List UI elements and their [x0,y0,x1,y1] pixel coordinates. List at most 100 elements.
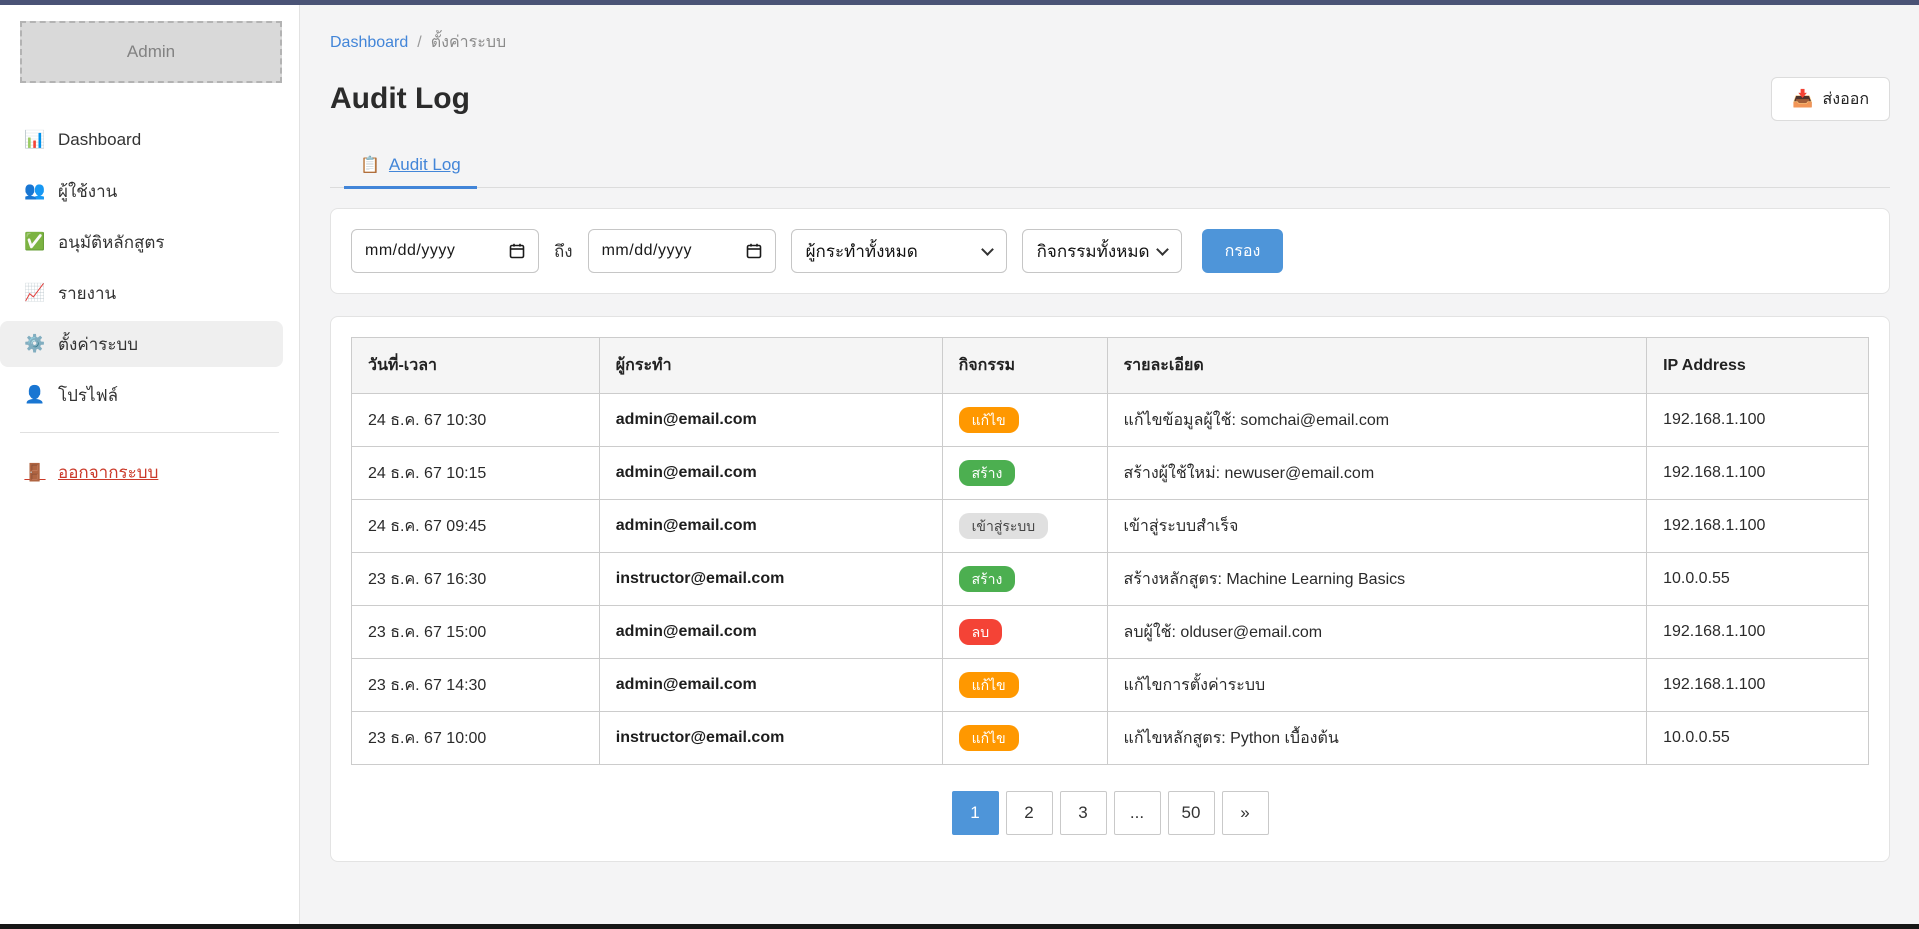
clipboard-icon: 📋 [360,157,380,174]
pagination-button-2[interactable]: 2 [1005,791,1053,835]
cell-ip: 192.168.1.100 [1646,446,1869,500]
audit-table-card: วันที่-เวลา ผู้กระทำ กิจกรรม รายละเอียด … [330,316,1890,862]
activity-badge: สร้าง [958,566,1016,592]
pagination: 1 2 3... 50» [351,791,1869,835]
cell-activity: แก้ไข [941,711,1108,765]
table-row: 24 ธ.ค. 67 09:45 admin@email.com เข้าสู่… [351,499,1869,553]
app-logo: Admin [20,21,282,83]
cell-datetime: 24 ธ.ค. 67 09:45 [351,499,600,553]
chevron-down-icon [1155,242,1169,256]
cell-datetime: 23 ธ.ค. 67 14:30 [351,658,600,712]
cell-activity: แก้ไข [941,658,1108,712]
pagination-button-3[interactable]: 3 [1059,791,1107,835]
sidebar-item-label: ผู้ใช้งาน [58,181,118,201]
cell-detail: สร้างหลักสูตร: Machine Learning Basics [1106,552,1648,606]
export-button[interactable]: 📥 ส่งออก [1771,77,1890,121]
cell-activity: สร้าง [941,552,1108,606]
date-from-placeholder: mm/dd/yyyy [365,242,456,259]
activity-filter-select[interactable]: กิจกรรมทั้งหมด [1021,229,1182,273]
audit-table: วันที่-เวลา ผู้กระทำ กิจกรรม รายละเอียด … [351,337,1869,765]
cell-actor: admin@email.com [598,658,943,712]
logout-label: ออกจากระบบ [58,463,159,482]
sidebar-divider [20,432,279,433]
cell-detail: แก้ไขการตั้งค่าระบบ [1106,658,1648,712]
sidebar-item-ผู้ใช้งาน[interactable]: 👥 ผู้ใช้งาน [0,168,283,214]
bar-chart-icon: 📊 [24,130,46,149]
pagination-button-...[interactable]: ... [1113,791,1161,835]
filter-button[interactable]: กรอง [1201,229,1284,273]
calendar-icon[interactable] [509,243,525,259]
breadcrumb: Dashboard / ตั้งค่าระบบ [330,30,1890,55]
cell-ip: 10.0.0.55 [1646,552,1869,606]
pagination-button-1[interactable]: 1 [951,791,999,835]
activity-filter-value: กิจกรรมทั้งหมด [1036,241,1150,261]
page-header: Audit Log 📥 ส่งออก [330,77,1890,121]
date-to-placeholder: mm/dd/yyyy [601,242,692,259]
cell-actor: admin@email.com [598,605,943,659]
cell-activity: สร้าง [941,446,1108,500]
activity-badge: สร้าง [958,460,1016,486]
bottom-accent-bar [0,924,1919,929]
sidebar-item-อนุมัติหลักสูตร[interactable]: ✅ อนุมัติหลักสูตร [0,219,283,265]
breadcrumb-current: ตั้งค่าระบบ [430,34,507,51]
table-row: 24 ธ.ค. 67 10:15 admin@email.com สร้าง ส… [351,446,1869,500]
activity-badge: แก้ไข [958,725,1019,751]
sidebar-item-label: รายงาน [58,283,117,303]
cell-activity: แก้ไข [941,393,1108,447]
sidebar-item-logout[interactable]: 🚪 ออกจากระบบ [24,459,275,486]
tab-bar: 📋 Audit Log [330,155,1890,189]
tab-audit-log[interactable]: 📋 Audit Log [344,155,477,189]
sidebar-item-label: โปรไฟล์ [58,385,119,405]
cell-datetime: 23 ธ.ค. 67 10:00 [351,711,600,765]
check-box-icon: ✅ [24,232,46,251]
cell-ip: 10.0.0.55 [1646,711,1869,765]
sidebar-item-dashboard[interactable]: 📊 Dashboard [0,117,283,163]
column-header-detail: รายละเอียด [1106,337,1648,394]
sidebar-nav: 📊 Dashboard 👥 ผู้ใช้งาน ✅ อนุมัติหลักสูต… [0,117,299,418]
breadcrumb-home-link[interactable]: Dashboard [330,33,409,51]
cell-actor: admin@email.com [598,499,943,553]
cell-detail: เข้าสู่ระบบสำเร็จ [1106,499,1648,553]
export-button-label: ส่งออก [1822,90,1869,108]
breadcrumb-separator: / [417,33,422,51]
cell-actor: admin@email.com [598,446,943,500]
chevron-down-icon [980,242,994,256]
sidebar-item-label: อนุมัติหลักสูตร [58,232,165,252]
table-row: 23 ธ.ค. 67 16:30 instructor@email.com สร… [351,552,1869,606]
sidebar-item-โปรไฟล์[interactable]: 👤 โปรไฟล์ [0,372,283,418]
cell-actor: instructor@email.com [598,552,943,606]
table-row: 24 ธ.ค. 67 10:30 admin@email.com แก้ไข แ… [351,393,1869,447]
app-logo-label: Admin [126,42,176,61]
cell-detail: ลบผู้ใช้: olduser@email.com [1106,605,1648,659]
actor-filter-select[interactable]: ผู้กระทำทั้งหมด [790,229,1007,273]
table-row: 23 ธ.ค. 67 10:00 instructor@email.com แก… [351,711,1869,765]
sidebar-item-รายงาน[interactable]: 📈 รายงาน [0,270,283,316]
column-header-actor: ผู้กระทำ [598,337,943,394]
activity-badge: แก้ไข [958,672,1019,698]
sidebar-item-label: ตั้งค่าระบบ [58,334,139,354]
sidebar-item-ตั้งค่าระบบ[interactable]: ⚙️ ตั้งค่าระบบ [0,321,283,367]
door-icon: 🚪 [24,462,46,482]
cell-actor: instructor@email.com [598,711,943,765]
cell-datetime: 24 ธ.ค. 67 10:30 [351,393,600,447]
tab-audit-log-label: Audit Log [388,155,461,174]
date-from-input[interactable]: mm/dd/yyyy [351,229,539,273]
calendar-icon[interactable] [746,243,762,259]
cell-activity: เข้าสู่ระบบ [941,499,1108,553]
cell-datetime: 23 ธ.ค. 67 16:30 [351,552,600,606]
gear-icon: ⚙️ [24,334,46,353]
cell-detail: แก้ไขข้อมูลผู้ใช้: somchai@email.com [1106,393,1648,447]
table-header-row: วันที่-เวลา ผู้กระทำ กิจกรรม รายละเอียด … [351,337,1869,394]
pagination-button-»[interactable]: » [1221,791,1269,835]
pagination-button-50[interactable]: 50 [1167,791,1215,835]
actor-filter-value: ผู้กระทำทั้งหมด [805,241,918,261]
page-title: Audit Log [330,82,470,115]
top-accent-bar [0,0,1919,5]
activity-badge: ลบ [958,619,1003,645]
cell-actor: admin@email.com [598,393,943,447]
table-row: 23 ธ.ค. 67 14:30 admin@email.com แก้ไข แ… [351,658,1869,712]
cell-detail: สร้างผู้ใช้ใหม่: newuser@email.com [1106,446,1648,500]
inbox-tray-icon: 📥 [1792,89,1814,108]
date-to-input[interactable]: mm/dd/yyyy [587,229,776,273]
